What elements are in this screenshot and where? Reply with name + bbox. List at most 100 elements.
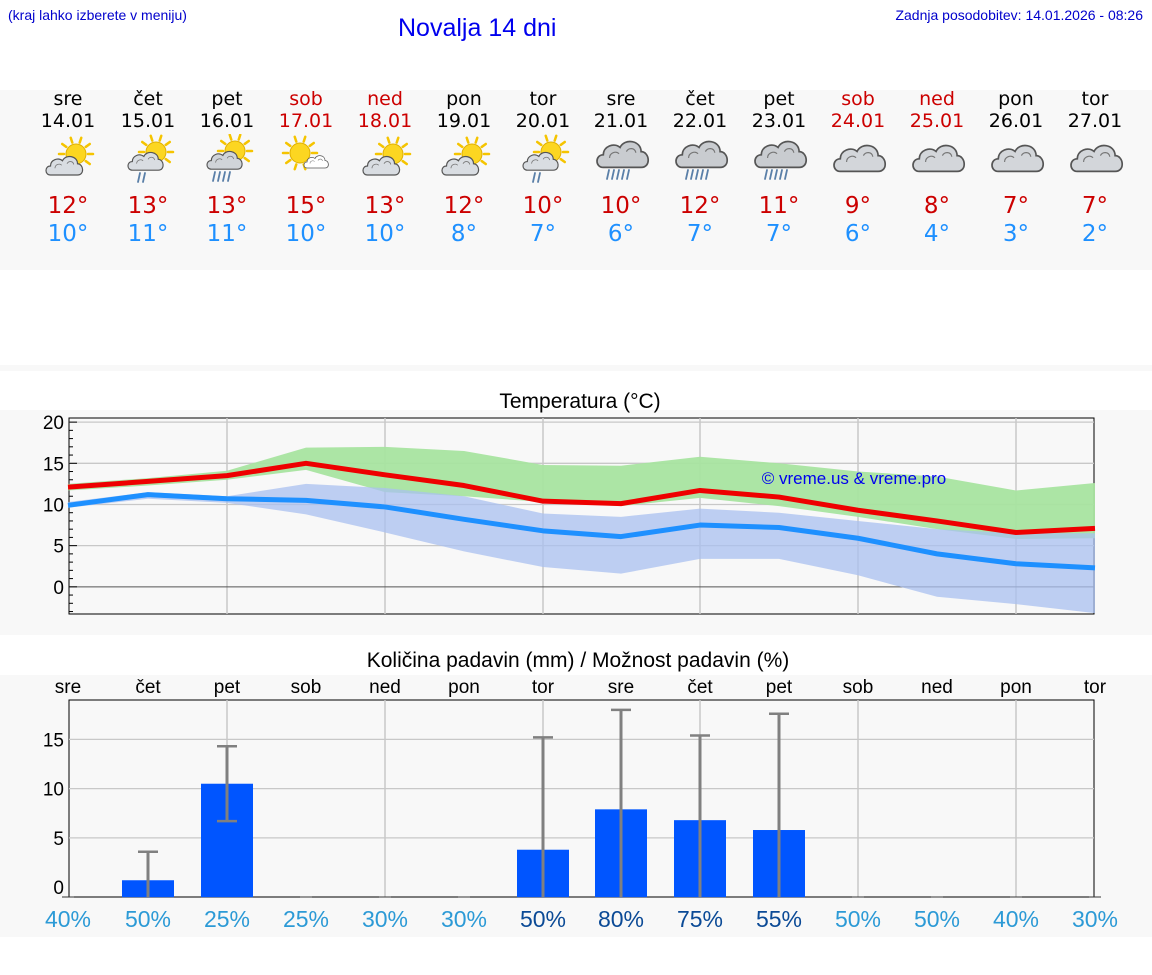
day-name: sob (841, 88, 875, 110)
temp-max: 7° (1081, 193, 1109, 219)
y-tick-label: 10 (43, 780, 64, 801)
sun-ray (559, 157, 567, 164)
temp-max: 13° (206, 193, 248, 219)
weather-icon (281, 135, 329, 171)
day-date: 21.01 (593, 110, 649, 132)
day-column: pon 26.01 7° 3° (978, 88, 1054, 248)
cloud-shape (833, 144, 887, 173)
rain-drop (616, 169, 620, 180)
cloud-outline (754, 140, 808, 169)
chart-title: Količina padavin (mm) / Možnost padavin … (367, 649, 790, 672)
sun-ray (164, 157, 172, 164)
precip-probability: 30% (362, 906, 408, 932)
cloud-shape (675, 140, 729, 169)
temp-min: 3° (1002, 221, 1030, 247)
weather-icon (912, 144, 966, 173)
partly-cloudy-sun-icon (362, 136, 412, 176)
day-name: pon (446, 88, 482, 110)
temp-max: 13° (127, 193, 169, 219)
rain-drop (685, 169, 689, 180)
cloud-outline (596, 140, 650, 169)
partly-cloudy-sun-icon (45, 136, 95, 176)
precip-probability: 50% (835, 906, 881, 932)
day-label: tor (532, 677, 555, 698)
weather-icon (45, 136, 95, 176)
sun-ray (60, 142, 68, 149)
watermark: © vreme.us & vreme.pro (762, 469, 946, 488)
location-menu-hint[interactable]: (kraj lahko izberete v meniju) (8, 7, 187, 23)
precip-probability: 40% (993, 906, 1039, 932)
cloud-detail (450, 161, 471, 169)
sun-ray (308, 141, 316, 148)
day-date: 14.01 (40, 110, 96, 132)
day-date: 26.01 (988, 110, 1044, 132)
cloud-shape (991, 144, 1045, 173)
day-name: pet (211, 88, 243, 110)
temp-min: 6° (607, 221, 635, 247)
cloud-outline (303, 155, 329, 169)
day-date: 23.01 (751, 110, 807, 132)
cloud-shape (754, 140, 808, 169)
cloud-detail (1083, 152, 1111, 163)
weather-icon (675, 140, 729, 180)
day-label: pon (448, 677, 480, 698)
day-date: 15.01 (120, 110, 176, 132)
sun-ray (401, 159, 409, 166)
sun-ray (474, 136, 479, 144)
max-temp-range-band (68, 446, 1095, 540)
temp-max: 8° (923, 193, 951, 219)
cloud-shape (127, 151, 164, 171)
day-name: ned (367, 88, 403, 110)
cloud-outline (127, 151, 164, 171)
rain-drop (222, 171, 226, 182)
y-tick-label: 5 (53, 829, 64, 850)
day-name: ned (919, 88, 955, 110)
y-tick-label: 5 (53, 537, 64, 558)
cloud-detail (54, 161, 75, 169)
day-label: sre (55, 677, 81, 698)
rain-drop (212, 171, 216, 182)
rain-drop (779, 169, 783, 180)
day-column: čet 22.01 12° 7° (662, 88, 738, 248)
day-column: tor 27.01 7° 2° (1057, 88, 1133, 248)
cloud-shape (596, 140, 650, 169)
temp-max: 11° (758, 193, 800, 219)
day-name: čet (685, 88, 715, 110)
sun-ray (544, 134, 549, 142)
sun-ray (465, 136, 470, 144)
day-name: pon (998, 88, 1034, 110)
cloudy-icon (912, 144, 966, 173)
sunny-small-cloud-icon (281, 135, 329, 171)
y-tick-label: 0 (53, 878, 64, 899)
cloud-outline (833, 144, 887, 173)
sun-ray (302, 135, 307, 143)
sun-ray (456, 142, 464, 149)
day-name: sob (289, 88, 323, 110)
day-label: pon (1000, 677, 1032, 698)
sun-ray (284, 141, 292, 148)
cloud-detail (531, 156, 551, 164)
sun-cloud-rain-icon (206, 134, 254, 182)
cloudy-icon (833, 144, 887, 173)
sun-ray (243, 156, 251, 163)
day-name: tor (1081, 88, 1109, 110)
sun-ray (535, 140, 543, 147)
precip-probability: 40% (45, 906, 91, 932)
sun-disc (289, 142, 311, 164)
cloudy-icon (991, 144, 1045, 173)
precip-probability: 30% (441, 906, 487, 932)
rain-drop (784, 169, 788, 180)
chart-title: Temperatura (°C) (499, 390, 660, 413)
cloud-shape (1070, 144, 1124, 173)
rain-drop (227, 171, 231, 182)
rain-drop (705, 169, 709, 180)
temp-max: 10° (522, 193, 564, 219)
weather-icon (1070, 144, 1124, 173)
forecast-strip-background (0, 90, 1152, 270)
temp-max: 10° (600, 193, 642, 219)
day-column: čet 15.01 13° 11° (110, 88, 186, 248)
temp-max: 15° (285, 193, 327, 219)
temp-min: 10° (364, 221, 406, 247)
sun-ray (377, 142, 385, 149)
cloud-detail (136, 156, 156, 164)
